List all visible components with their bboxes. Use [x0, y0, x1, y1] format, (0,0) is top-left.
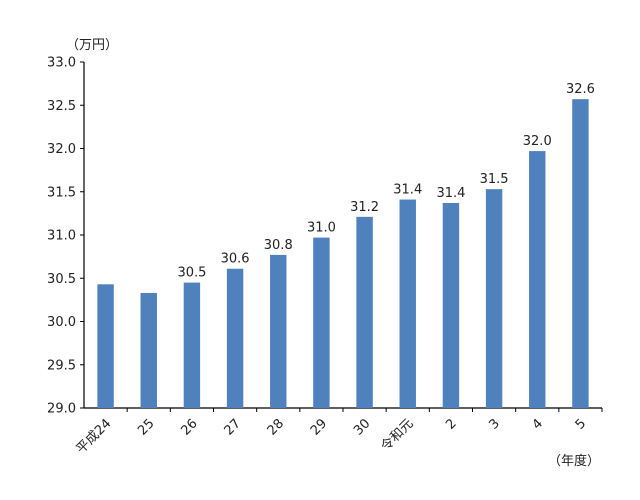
bar: [183, 282, 201, 408]
x-tick-label: 29: [308, 416, 330, 438]
y-tick-label: 30.0: [47, 315, 76, 330]
y-tick-label: 32.5: [47, 99, 76, 114]
data-label: 30.6: [221, 252, 250, 267]
x-axis-unit-label: （年度）: [548, 454, 601, 469]
bar: [97, 284, 114, 408]
y-axis-ticks: 29.0 29.5 30.0 30.5 31.0 31.5 32.0 32.5 33.0: [47, 56, 84, 417]
bar-series: [97, 99, 589, 408]
y-tick-label: 29.5: [47, 358, 76, 373]
y-tick-label: 31.0: [47, 229, 76, 244]
data-label: 30.5: [177, 266, 206, 281]
data-label: 31.4: [436, 186, 465, 201]
x-axis-ticks: 平成24 25 26 27 28 29 30 令和元 2 3 4 5: [74, 408, 603, 457]
data-label: 32.0: [523, 134, 552, 149]
data-labels: 30.5 30.6 30.8 31.0 31.2 31.4 31.4 31.5 32.0 32.6: [177, 82, 594, 280]
data-label: 31.2: [350, 200, 379, 215]
y-tick-label: 31.5: [47, 185, 76, 200]
x-tick-label: 2: [443, 416, 459, 432]
bar: [399, 199, 416, 408]
bar: [572, 99, 589, 408]
data-label: 32.6: [566, 82, 595, 97]
bar: [485, 189, 503, 408]
bar: [140, 292, 157, 408]
y-axis-unit-label: （万円）: [66, 38, 119, 53]
data-label: 31.5: [480, 172, 509, 187]
x-tick-label: 令和元: [378, 416, 416, 454]
x-tick-label: 26: [178, 416, 200, 438]
x-tick-label: 平成24: [74, 416, 115, 457]
x-tick-label: 30: [351, 416, 373, 438]
bar: [226, 268, 244, 408]
bar: [529, 151, 546, 408]
x-tick-label: 4: [530, 416, 546, 432]
y-tick-label: 33.0: [47, 56, 76, 71]
data-label: 31.4: [393, 183, 422, 198]
x-tick-label: 28: [265, 416, 287, 438]
bar: [442, 202, 460, 408]
bar: [313, 237, 330, 408]
bar: [356, 216, 373, 408]
x-tick-label: 5: [573, 416, 589, 432]
y-tick-label: 30.5: [47, 272, 76, 287]
y-tick-label: 29.0: [47, 402, 76, 417]
x-tick-label: 25: [135, 416, 157, 438]
x-tick-label: 27: [222, 416, 244, 438]
data-label: 31.0: [307, 221, 336, 236]
data-label: 30.8: [264, 238, 293, 253]
x-tick-label: 3: [486, 416, 502, 432]
y-tick-label: 32.0: [47, 142, 76, 157]
bar: [270, 254, 287, 408]
